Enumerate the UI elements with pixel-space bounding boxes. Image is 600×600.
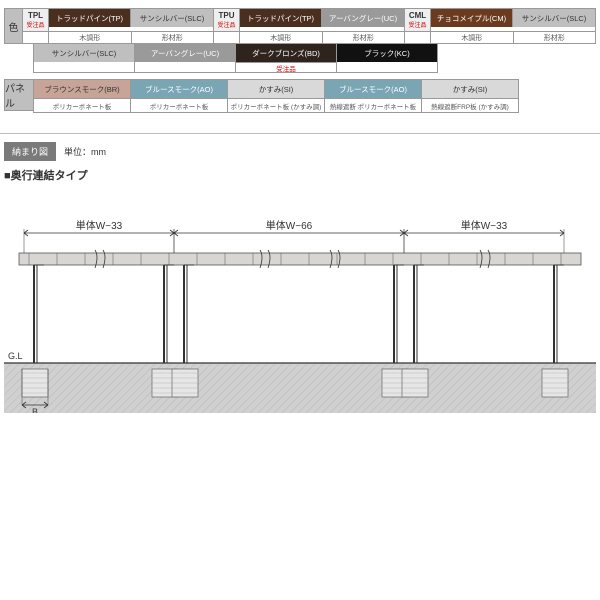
color-group-2: CML 受注品 チョコメイプル(CM) サンシルバー(SLC) 木調形 形材形 bbox=[404, 8, 596, 44]
swatch: ダークブロンズ(BD) bbox=[236, 44, 336, 62]
color-group-code: TPU 受注品 bbox=[214, 9, 240, 31]
drawing-subtitle: ■奥行連結タイプ bbox=[0, 167, 600, 183]
panel-row-label: パネル bbox=[4, 79, 34, 111]
drawing-unit: 単位：mm bbox=[64, 145, 106, 158]
color-plain-row: サンシルバー(SLC) アーバングレー(UC) ダークブロンズ(BD)受注品 ブ… bbox=[34, 43, 596, 73]
svg-text:G.L: G.L bbox=[8, 351, 23, 361]
swatch: チョコメイプル(CM) bbox=[431, 9, 513, 27]
svg-text:単体W−33: 単体W−33 bbox=[461, 219, 508, 232]
swatch: かすみ(SI) bbox=[228, 80, 324, 98]
drawing-header: 納まり図 単位：mm bbox=[0, 142, 600, 161]
swatch: ブルースモーク(AO) bbox=[325, 80, 421, 98]
swatch: サンシルバー(SLC) bbox=[513, 9, 595, 27]
color-row: 色 TPL 受注品 トラッドパイン(TP) サンシルバー(SLC) 木調形 形材… bbox=[4, 8, 596, 44]
svg-text:単体W−33: 単体W−33 bbox=[76, 219, 123, 232]
divider bbox=[0, 133, 600, 134]
panel-row: パネル ブラウンスモーク(BR)ポリカーボネート板 ブルースモーク(AO)ポリカ… bbox=[4, 79, 596, 113]
swatch: トラッドパイン(TP) bbox=[49, 9, 131, 27]
color-group-1: TPU 受注品 トラッドパイン(TP) アーバングレー(UC) 木調形 形材形 bbox=[213, 8, 405, 44]
swatch: サンシルバー(SLC) bbox=[34, 44, 134, 62]
color-group-code: TPL 受注品 bbox=[23, 9, 49, 31]
svg-text:単体W−66: 単体W−66 bbox=[266, 219, 313, 232]
swatch: ブラウンスモーク(BR) bbox=[34, 80, 130, 98]
swatch: ブルースモーク(AO) bbox=[131, 80, 227, 98]
color-group-code: CML 受注品 bbox=[405, 9, 431, 31]
drawing-header-tag: 納まり図 bbox=[4, 142, 56, 161]
color-row-label: 色 bbox=[4, 8, 23, 44]
swatch: アーバングレー(UC) bbox=[135, 44, 235, 62]
swatch: トラッドパイン(TP) bbox=[240, 9, 322, 27]
svg-text:B: B bbox=[32, 407, 38, 413]
color-group-0: TPL 受注品 トラッドパイン(TP) サンシルバー(SLC) 木調形 形材形 bbox=[22, 8, 214, 44]
elevation-diagram: G.L 単体W−33 単体W−66 単体W−33 B bbox=[4, 193, 596, 413]
swatch: サンシルバー(SLC) bbox=[131, 9, 213, 27]
swatch: ブラック(KC) bbox=[337, 44, 437, 62]
swatch: かすみ(SI) bbox=[422, 80, 518, 98]
swatch: アーバングレー(UC) bbox=[322, 9, 404, 27]
